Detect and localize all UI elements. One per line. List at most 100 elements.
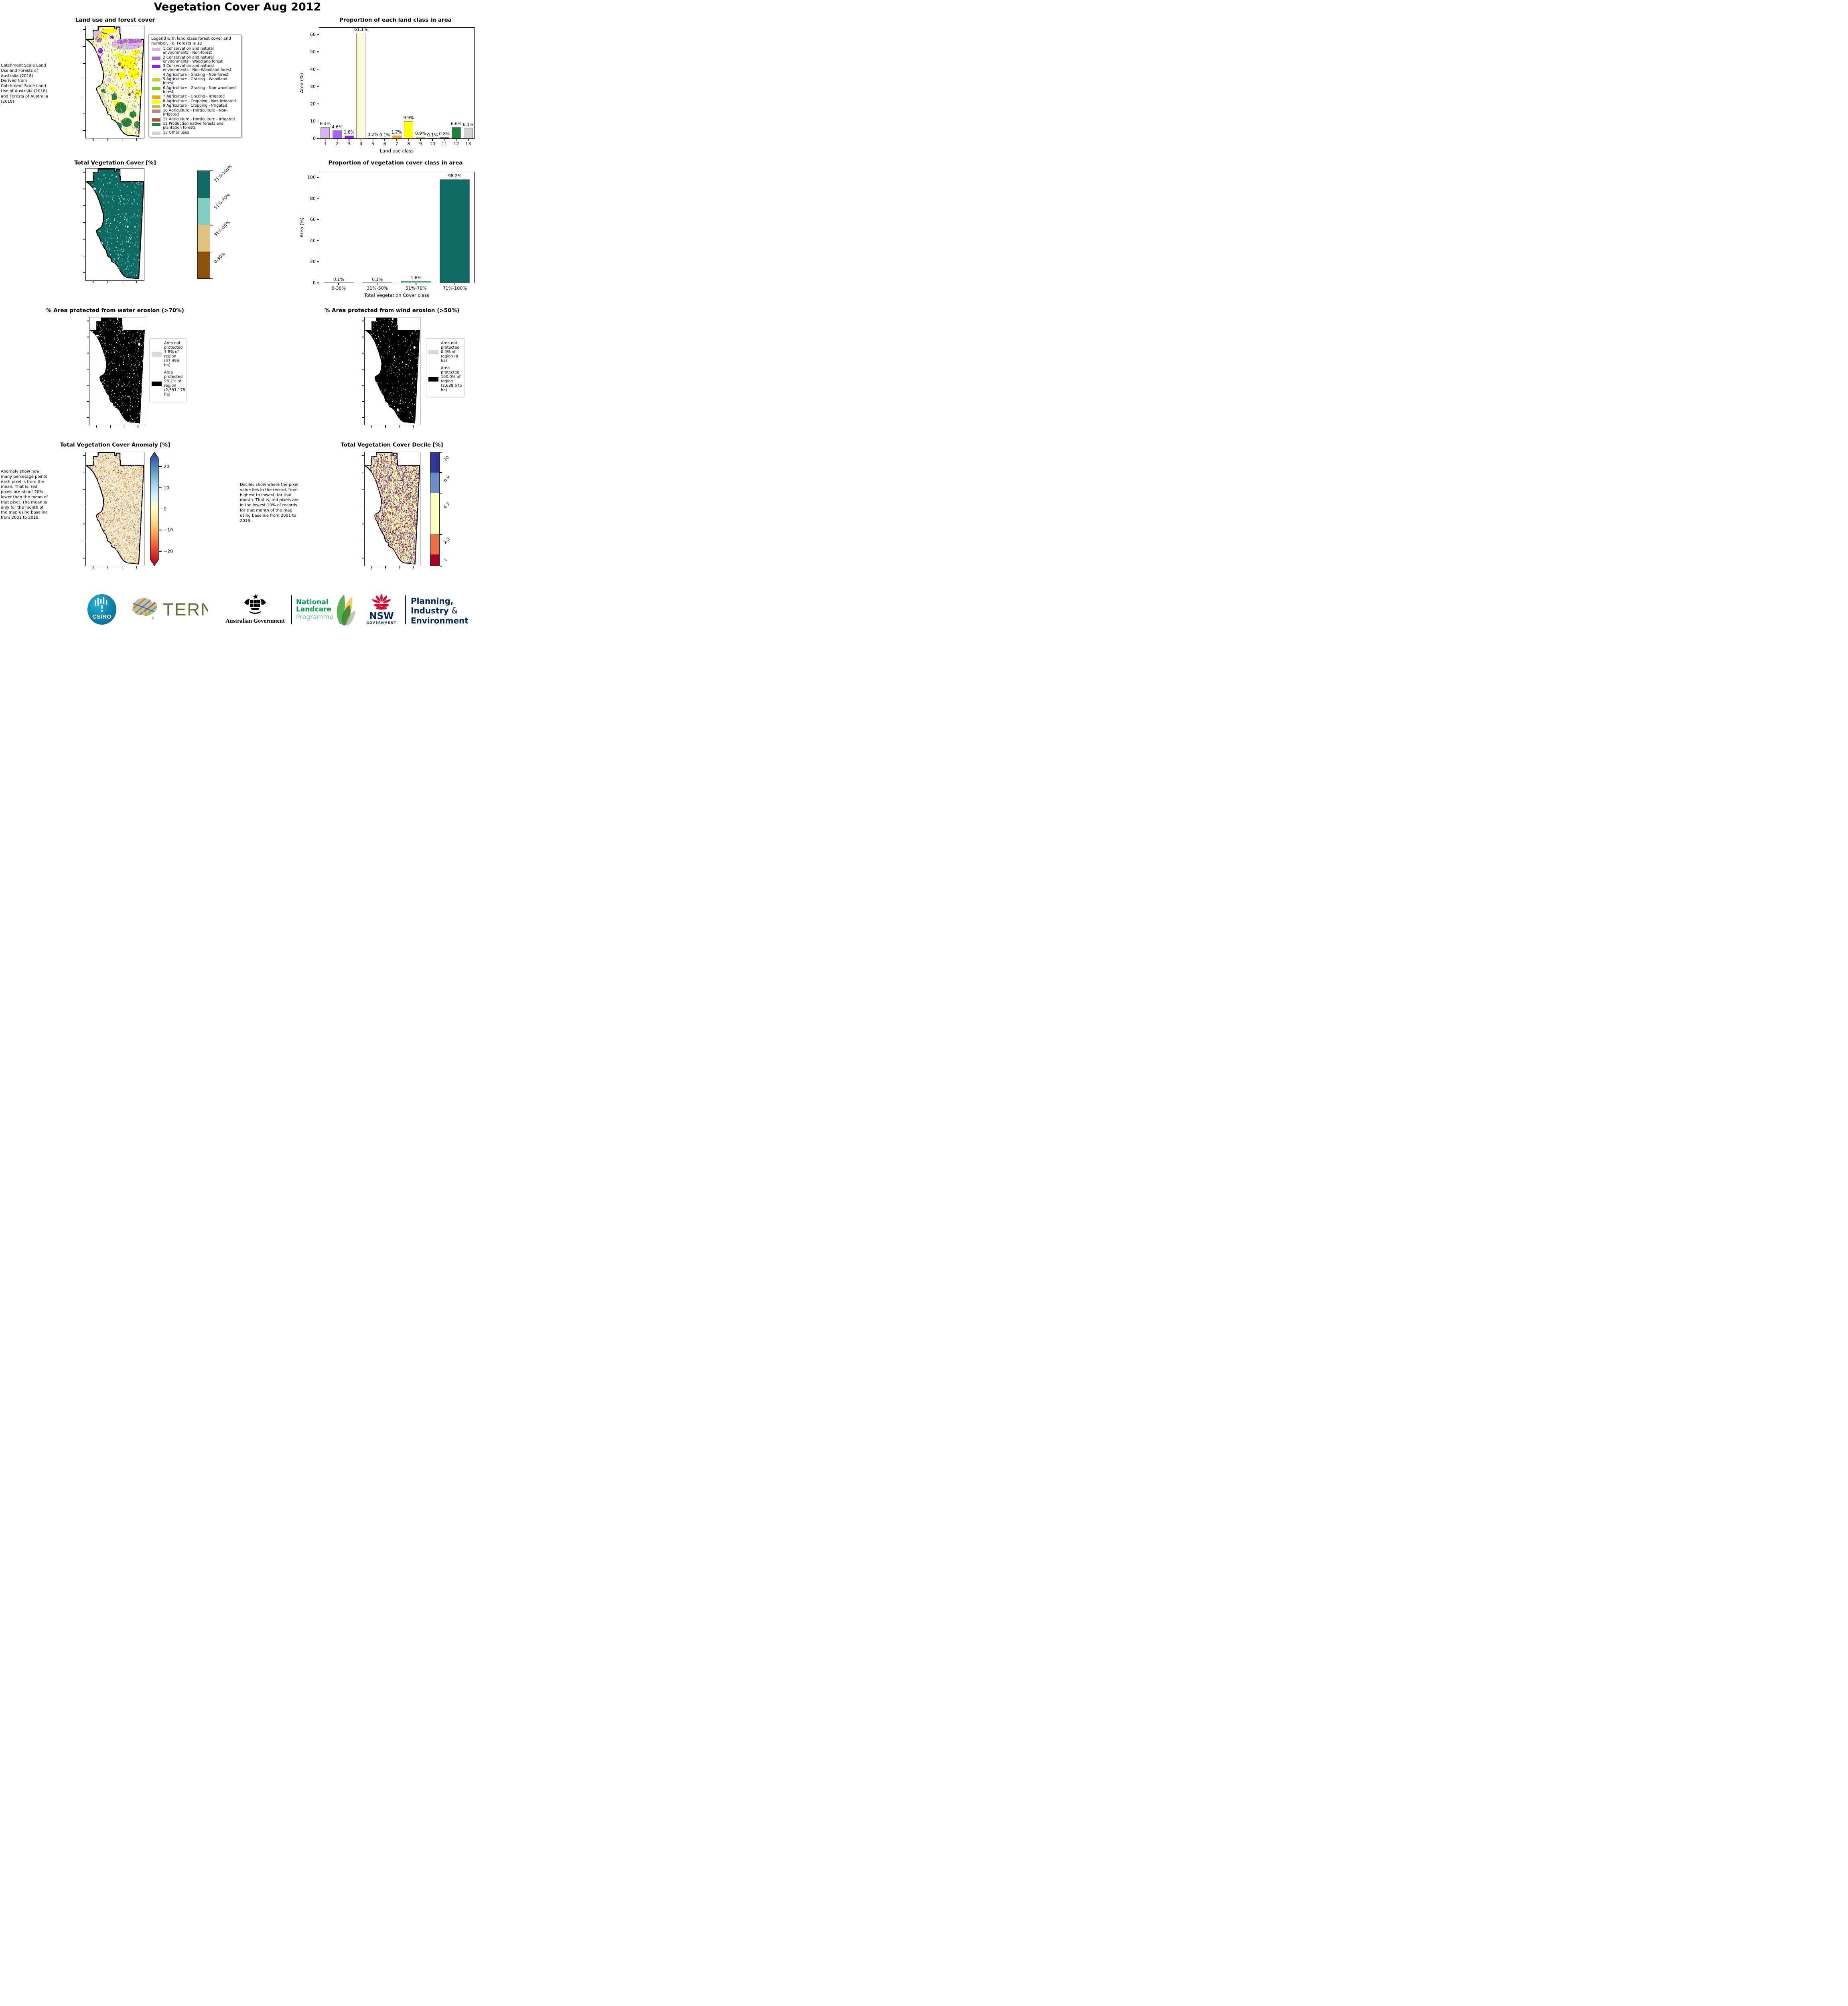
- y-tick-line: [317, 282, 319, 283]
- veg-cover-title: Total Vegetation Cover [%]: [74, 160, 156, 166]
- axis-tick: [413, 425, 414, 428]
- x-tick-label: 51%-70%: [405, 286, 427, 291]
- map-dec-svg: [365, 452, 420, 566]
- axis-tick: [83, 79, 86, 81]
- landcare-logo-text: National Landcare Programme: [296, 599, 333, 621]
- land-use-map: [83, 26, 144, 141]
- water-erosion-map: [87, 317, 145, 428]
- veg-cover-map: [83, 168, 144, 283]
- bar-value-label: 1.6%: [410, 275, 422, 280]
- legend-swatch: [428, 377, 438, 382]
- water-erosion-title: % Area protected from water erosion (>70…: [46, 307, 184, 314]
- legend-label: 11 Agriculture - Horticulture - Irrigate…: [163, 117, 235, 122]
- axis-tick: [136, 138, 137, 141]
- ampersand: &: [451, 606, 458, 616]
- x-tick-line: [420, 138, 421, 141]
- axis-tick: [83, 29, 86, 30]
- map-wind-svg: [365, 317, 420, 425]
- bar: [404, 121, 414, 138]
- axis-tick: [110, 425, 111, 428]
- x-tick-line: [432, 138, 433, 141]
- axis-tick: [399, 566, 400, 569]
- y-tick-label: 20: [310, 101, 316, 107]
- wind-erosion-map: [362, 317, 420, 428]
- colorbar-tick: [440, 472, 442, 473]
- axis-tick: [83, 130, 86, 131]
- axis-tick: [136, 280, 137, 283]
- legend-swatch: [152, 48, 160, 51]
- legend-item: 12 Production native forests and plantat…: [151, 122, 239, 130]
- colorbar-tick: [210, 278, 213, 279]
- axis-tick: [83, 455, 86, 456]
- legend-label: Area not protected 1.8% of region (47,49…: [164, 341, 183, 368]
- bar-value-label: 0.2%: [367, 132, 378, 138]
- y-tick-line: [317, 51, 319, 53]
- x-tick-label: 11: [441, 141, 447, 146]
- axis-tick: [362, 506, 365, 508]
- x-tick-line: [444, 138, 445, 141]
- x-tick-label: 4: [359, 141, 363, 146]
- axis-tick: [83, 63, 86, 64]
- legend-item: 7 Agriculture - Grazing - Irrigated: [151, 95, 239, 99]
- land-use-legend: Legend with land class forest cover and …: [148, 34, 241, 138]
- colorbar-label: 2-3: [442, 536, 451, 545]
- map-anom-svg: [86, 452, 144, 566]
- bar-value-label: 0.1%: [333, 277, 344, 282]
- svg-text:TERN: TERN: [163, 600, 208, 619]
- land-use-title: Land use and forest cover: [75, 17, 155, 23]
- csiro-logo: CSIRO: [87, 594, 117, 625]
- legend-label: 2 Conservation and natural environments …: [163, 55, 223, 64]
- axis-tick: [362, 489, 365, 490]
- bar: [362, 282, 393, 283]
- bar: [451, 127, 461, 138]
- legend-swatch: [152, 381, 162, 386]
- axis-tick: [83, 540, 86, 542]
- colorbar-tick: [159, 551, 162, 552]
- anomaly-note: Anomaly show how many percetage points e…: [1, 469, 48, 520]
- y-tick-label: 0: [313, 280, 316, 286]
- y-tick-line: [317, 240, 319, 241]
- x-tick-line: [408, 138, 409, 141]
- map-land-svg: [86, 26, 144, 138]
- x-tick-label: 31%-50%: [367, 286, 388, 291]
- axis-tick: [122, 566, 123, 569]
- bar-value-label: 98.2%: [448, 173, 462, 179]
- legend-label: 5 Agriculture - Grazing - Woodland fores…: [163, 77, 227, 86]
- colorbar-label: 1: [442, 557, 448, 562]
- planning-logo-text: Planning, Industry & Environment: [411, 596, 475, 625]
- landcare-line2: Landcare: [296, 605, 332, 614]
- legend-swatch: [428, 350, 438, 355]
- axis-tick: [399, 425, 400, 428]
- legend-swatch: [152, 95, 160, 99]
- colorbar-label: 0-30%: [213, 251, 227, 265]
- colorbar-tick-label: −20: [164, 548, 173, 554]
- axis-tick: [362, 401, 365, 402]
- veg-class-chart-ylabel: Area (%): [299, 217, 304, 238]
- axis-tick: [385, 566, 386, 569]
- decile-map: [362, 452, 420, 569]
- legend-swatch: [152, 78, 160, 82]
- axis-tick: [83, 506, 86, 508]
- aus-gov-logo: Australian Government: [221, 593, 289, 627]
- colorbar-segment: [198, 171, 210, 198]
- axis-tick: [87, 417, 89, 418]
- x-tick-line: [396, 138, 397, 141]
- y-tick-label: 0: [313, 136, 316, 141]
- land-class-chart-xlabel: Land use class: [379, 148, 414, 154]
- colorbar-tick: [210, 197, 213, 198]
- x-tick-line: [377, 283, 378, 285]
- x-tick-label: 1: [324, 141, 327, 146]
- bar: [440, 179, 470, 283]
- legend-item: 5 Agriculture - Grazing - Woodland fores…: [151, 77, 239, 85]
- y-tick-label: 60: [310, 217, 316, 222]
- wind-erosion-legend: Area not protected 0.0% of region (0 ha)…: [426, 338, 465, 398]
- legend-item: 8 Agriculture - Cropping - Non-irrigated: [151, 99, 239, 104]
- x-tick-label: 7: [395, 141, 398, 146]
- axis-tick: [96, 425, 97, 428]
- y-tick-label: 10: [310, 118, 316, 124]
- decile-colorbar: 10 8-9 4-7 2-3 1: [430, 452, 462, 566]
- bar: [401, 281, 431, 283]
- axis-tick: [83, 222, 86, 223]
- legend-label: 12 Production native forests and plantat…: [163, 122, 224, 130]
- y-tick-line: [317, 121, 319, 122]
